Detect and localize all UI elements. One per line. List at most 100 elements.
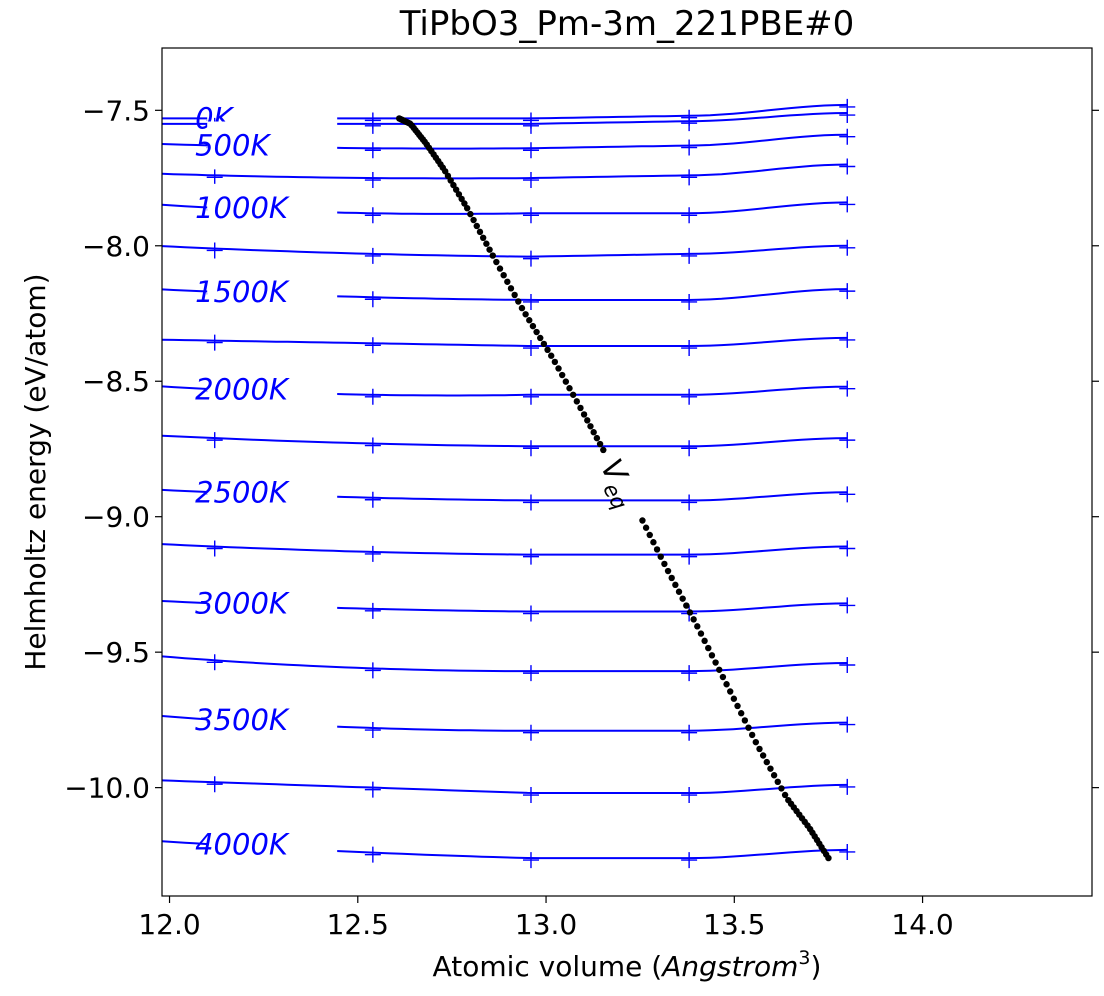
veq-point bbox=[486, 246, 493, 253]
veq-point bbox=[683, 602, 690, 609]
veq-point bbox=[573, 398, 581, 405]
data-point-marker bbox=[839, 657, 856, 674]
data-point-marker bbox=[206, 169, 223, 186]
data-point-marker bbox=[364, 602, 381, 619]
data-point-marker bbox=[681, 548, 698, 565]
data-point-marker bbox=[681, 169, 698, 186]
plot-frame bbox=[161, 47, 1093, 897]
veq-point bbox=[697, 630, 705, 637]
veq-point bbox=[752, 738, 760, 746]
veq-point bbox=[642, 524, 650, 531]
isotherm-500K: 500K bbox=[161, 121, 856, 163]
data-point-marker bbox=[364, 172, 381, 189]
veq-point bbox=[781, 791, 789, 799]
y-tick-label: −10.0 bbox=[64, 772, 150, 805]
data-point-marker bbox=[522, 548, 539, 565]
data-point-marker bbox=[681, 115, 698, 132]
veq-series: Veq bbox=[396, 115, 832, 862]
data-point-marker bbox=[522, 142, 539, 159]
data-point-marker bbox=[522, 787, 539, 804]
isotherm-3000K: 3000K bbox=[161, 579, 856, 622]
data-point-marker bbox=[681, 494, 698, 511]
isotherm-line bbox=[161, 779, 848, 794]
data-point-marker bbox=[206, 242, 223, 259]
isotherm-line bbox=[161, 434, 848, 448]
data-point-marker bbox=[522, 388, 539, 405]
veq-point bbox=[679, 595, 686, 602]
x-tick-label: 13.5 bbox=[703, 908, 765, 941]
isotherm-label-bg bbox=[207, 579, 338, 620]
data-point-marker bbox=[206, 540, 223, 557]
isotherm-line bbox=[161, 163, 848, 180]
isotherm-label-bg bbox=[207, 695, 338, 736]
veq-point bbox=[675, 588, 683, 595]
y-tick-label: −8.0 bbox=[82, 230, 150, 263]
data-point-marker bbox=[839, 432, 856, 449]
isotherm-1000K: 1000K bbox=[161, 183, 856, 225]
veq-point bbox=[458, 195, 465, 203]
isotherm-label: 500K bbox=[195, 129, 271, 163]
data-point-marker bbox=[839, 843, 856, 860]
isotherm-line bbox=[161, 336, 848, 347]
data-point-marker bbox=[839, 158, 856, 175]
veq-point bbox=[650, 539, 657, 546]
veq-point bbox=[759, 752, 767, 759]
veq-point bbox=[562, 378, 570, 385]
veq-point bbox=[664, 567, 672, 575]
veq-point bbox=[461, 200, 468, 207]
veq-point bbox=[483, 240, 490, 247]
y-tick-label: −8.5 bbox=[82, 365, 150, 398]
veq-point bbox=[577, 404, 584, 412]
veq-point bbox=[748, 731, 756, 739]
veq-point bbox=[493, 258, 500, 266]
data-point-marker bbox=[522, 852, 539, 869]
data-point-marker bbox=[681, 388, 698, 405]
x-tick-label: 14.0 bbox=[891, 908, 953, 941]
data-point-marker bbox=[364, 781, 381, 798]
data-point-marker bbox=[364, 722, 381, 739]
veq-point bbox=[668, 574, 675, 582]
veq-point bbox=[600, 446, 607, 454]
isotherm-label-bg bbox=[207, 468, 338, 509]
veq-point bbox=[537, 334, 544, 342]
y-tick-label: −9.0 bbox=[82, 501, 150, 534]
veq-point bbox=[590, 429, 597, 436]
data-point-marker bbox=[522, 724, 539, 741]
data-point-marker bbox=[681, 207, 698, 224]
veq-point bbox=[511, 291, 518, 299]
isotherm-2250K bbox=[161, 432, 856, 457]
veq-point bbox=[767, 765, 774, 772]
data-point-marker bbox=[839, 597, 856, 614]
data-point-marker bbox=[681, 787, 698, 804]
data-point-marker bbox=[839, 540, 856, 557]
isotherm-label-bg bbox=[207, 121, 338, 162]
veq-point bbox=[727, 688, 734, 695]
isotherm-4000K: 4000K bbox=[161, 820, 856, 869]
plot-area: 0K500K1000K1500K2000K2500K3000K3500K4000… bbox=[161, 94, 856, 869]
data-point-marker bbox=[681, 293, 698, 310]
isotherm-line bbox=[161, 543, 848, 556]
veq-point bbox=[470, 216, 477, 224]
veq-point bbox=[587, 423, 594, 430]
data-point-marker bbox=[681, 665, 698, 682]
veq-point bbox=[657, 553, 664, 560]
data-point-marker bbox=[839, 196, 856, 213]
data-point-marker bbox=[522, 250, 539, 267]
isotherm-750K bbox=[161, 158, 856, 189]
veq-point bbox=[515, 298, 522, 305]
data-point-marker bbox=[839, 239, 856, 256]
data-point-marker bbox=[364, 337, 381, 354]
data-point-marker bbox=[839, 486, 856, 503]
data-point-marker bbox=[839, 716, 856, 733]
isotherm-label-bg bbox=[207, 183, 338, 224]
veq-point bbox=[593, 434, 601, 442]
isotherm-3250K bbox=[161, 654, 856, 682]
veq-point bbox=[661, 560, 668, 568]
data-point-marker bbox=[839, 778, 856, 795]
veq-point bbox=[686, 609, 694, 616]
veq-point bbox=[450, 181, 457, 189]
isotherm-2000K: 2000K bbox=[161, 365, 856, 406]
veq-point bbox=[719, 673, 727, 681]
data-point-marker bbox=[681, 724, 698, 741]
